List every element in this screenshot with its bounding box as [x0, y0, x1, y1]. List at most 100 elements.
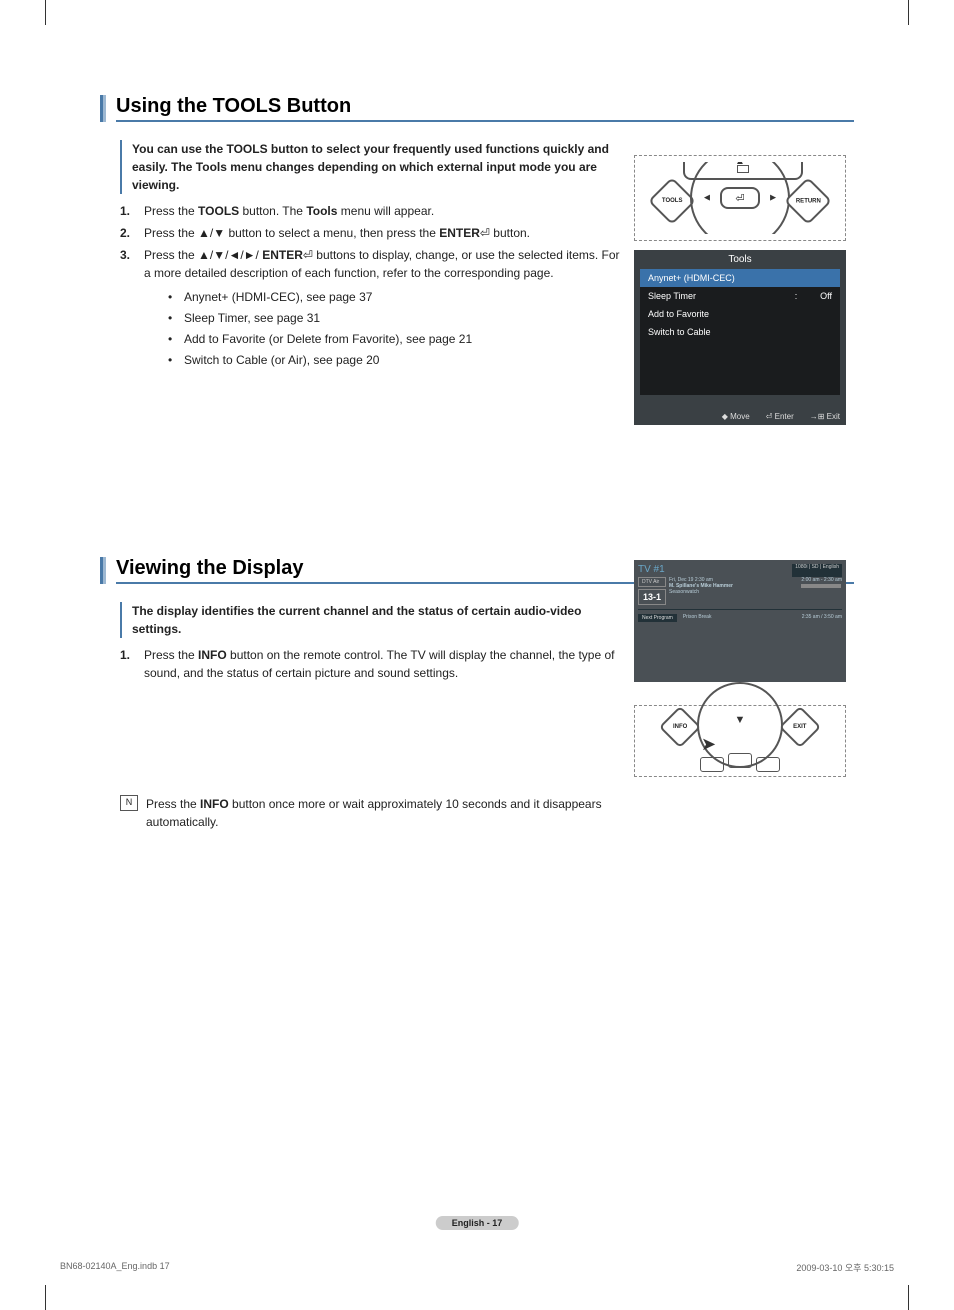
crop-mark — [45, 0, 46, 25]
title-accent-bar — [100, 95, 106, 122]
osd-row: Sleep Timer : Off — [640, 287, 840, 305]
info-button-icon: INFO — [659, 706, 701, 748]
osd-footer-move: ◆ Move — [722, 412, 750, 421]
section-title-tools: Using the TOOLS Button — [100, 95, 854, 122]
step-number: 1. — [120, 202, 144, 220]
tools-osd-menu: Tools Anynet+ (HDMI-CEC) Sleep Timer : O… — [634, 250, 846, 425]
text: menu will appear. — [337, 204, 434, 218]
osd-label: Sleep Timer — [648, 291, 790, 301]
bullet-item: •Anynet+ (HDMI-CEC), see page 37 — [168, 288, 624, 306]
display-time-range: 2:00 am - 2:30 am — [801, 577, 842, 583]
display-dtv-label: DTV Air — [638, 577, 666, 587]
bullet-text: Add to Favorite (or Delete from Favorite… — [184, 330, 472, 348]
bold-text: TOOLS — [198, 204, 239, 218]
bold-text: ENTER — [439, 226, 480, 240]
bold-text: INFO — [200, 797, 229, 811]
osd-footer: ◆ Move ⏎ Enter →⊞ Exit — [722, 412, 840, 421]
bullet-mark: • — [168, 330, 184, 348]
display-show2: Seasonwatch — [669, 589, 798, 595]
bullet-item: •Sleep Timer, see page 31 — [168, 309, 624, 327]
osd-body: Anynet+ (HDMI-CEC) Sleep Timer : Off Add… — [640, 269, 840, 395]
bullet-item: •Switch to Cable (or Air), see page 20 — [168, 351, 624, 369]
bullet-text: Sleep Timer, see page 31 — [184, 309, 320, 327]
osd-label: Anynet+ (HDMI-CEC) — [648, 273, 832, 283]
crop-mark — [908, 1285, 909, 1310]
bold-text: ENTER — [262, 248, 303, 262]
text: Press the ▲/▼/◄/►/ — [144, 248, 262, 262]
crop-mark — [908, 0, 909, 25]
tools-button-icon: TOOLS — [648, 177, 696, 225]
note: N Press the INFO button once more or wai… — [120, 795, 854, 831]
text: Press the — [146, 797, 200, 811]
text: Press the — [144, 648, 198, 662]
remote-illustration-1: TOOLS ▲ ◄ ► ⏎ RETURN — [634, 155, 846, 241]
pointer-icon: ➤ — [701, 734, 716, 755]
display-next-row: Next Program Prison Break 2:35 am / 3:50… — [638, 614, 842, 622]
return-label: RETURN — [796, 198, 821, 204]
button-icon — [700, 757, 724, 772]
step-number: 2. — [120, 224, 144, 242]
osd-label: Switch to Cable — [648, 327, 832, 337]
remote-inner: TOOLS ▲ ◄ ► ⏎ RETURN — [643, 162, 837, 234]
step-number: 1. — [120, 646, 144, 682]
remote-illustration-2: ▼ INFO EXIT ➤ — [634, 705, 846, 777]
display-badge: 1080i | SD | English — [792, 564, 842, 577]
nav-ring-icon: ▲ ◄ ► ⏎ — [690, 162, 790, 234]
bullet-mark: • — [168, 351, 184, 369]
next-program-label: Next Program — [638, 614, 677, 622]
osd-spacer — [640, 341, 840, 395]
next-show: Prison Break — [683, 614, 796, 622]
step-number: 3. — [120, 246, 144, 372]
bullet-text: Anynet+ (HDMI-CEC), see page 37 — [184, 288, 372, 306]
osd-colon: : — [790, 291, 802, 301]
osd-header: Tools — [634, 250, 846, 269]
osd-row: Switch to Cable — [640, 323, 840, 341]
osd-row-selected: Anynet+ (HDMI-CEC) — [640, 269, 840, 287]
bold-text: Tools — [306, 204, 337, 218]
osd-footer-exit: →⊞ Exit — [810, 412, 840, 421]
tools-label: TOOLS — [662, 198, 683, 204]
up-arrow-icon: ▲ — [735, 162, 745, 167]
note-icon: N — [120, 795, 138, 811]
osd-footer-enter: ⏎ Enter — [766, 412, 794, 421]
exit-label: EXIT — [793, 724, 806, 730]
section1-heading: Using the TOOLS Button — [116, 95, 854, 122]
doc-timestamp: 2009-03-10 오후 5:30:15 — [796, 1261, 894, 1274]
bullet-mark: • — [168, 309, 184, 327]
display-info-osd: TV #1 1080i | SD | English DTV Air 13-1 … — [634, 560, 846, 682]
display-row: DTV Air 13-1 Fri, Dec 19 2:30 am M. Spil… — [638, 577, 842, 605]
enter-button-icon: ⏎ — [720, 187, 760, 209]
osd-row: Add to Favorite — [640, 305, 840, 323]
button-icon — [728, 753, 752, 768]
osd-value: Off — [802, 291, 832, 301]
divider — [638, 609, 842, 610]
doc-id: BN68-02140A_Eng.indb 17 — [60, 1261, 170, 1274]
display-channel-number: 13-1 — [638, 589, 666, 605]
next-time: 2:35 am / 3:50 am — [802, 614, 842, 622]
down-arrow-icon: ▼ — [735, 714, 746, 726]
intro-accent-bar — [120, 602, 122, 638]
display-tv-title: TV #1 — [638, 564, 665, 575]
doc-footer: BN68-02140A_Eng.indb 17 2009-03-10 오후 5:… — [60, 1261, 894, 1274]
left-arrow-icon: ◄ — [702, 193, 712, 204]
intro-accent-bar — [120, 140, 122, 194]
progress-bar-icon — [801, 584, 841, 588]
bullet-mark: • — [168, 288, 184, 306]
bullet-item: •Add to Favorite (or Delete from Favorit… — [168, 330, 624, 348]
text: Press the ▲/▼ button to select a menu, t… — [144, 226, 439, 240]
text: Press the — [144, 204, 198, 218]
right-arrow-icon: ► — [768, 193, 778, 204]
page-number-pill: English - 17 — [436, 1216, 519, 1230]
text: ⏎ button. — [480, 226, 530, 240]
text: button. The — [239, 204, 306, 218]
bold-text: INFO — [198, 648, 227, 662]
bottom-buttons-row — [700, 757, 780, 772]
return-button-icon: RETURN — [784, 177, 832, 225]
note-content: Press the INFO button once more or wait … — [146, 795, 854, 831]
crop-mark — [45, 1285, 46, 1310]
bullet-text: Switch to Cable (or Air), see page 20 — [184, 351, 379, 369]
sub-bullet-list: •Anynet+ (HDMI-CEC), see page 37 •Sleep … — [168, 288, 624, 369]
exit-button-icon: EXIT — [779, 706, 821, 748]
title-accent-bar — [100, 557, 106, 584]
info-label: INFO — [673, 724, 687, 730]
